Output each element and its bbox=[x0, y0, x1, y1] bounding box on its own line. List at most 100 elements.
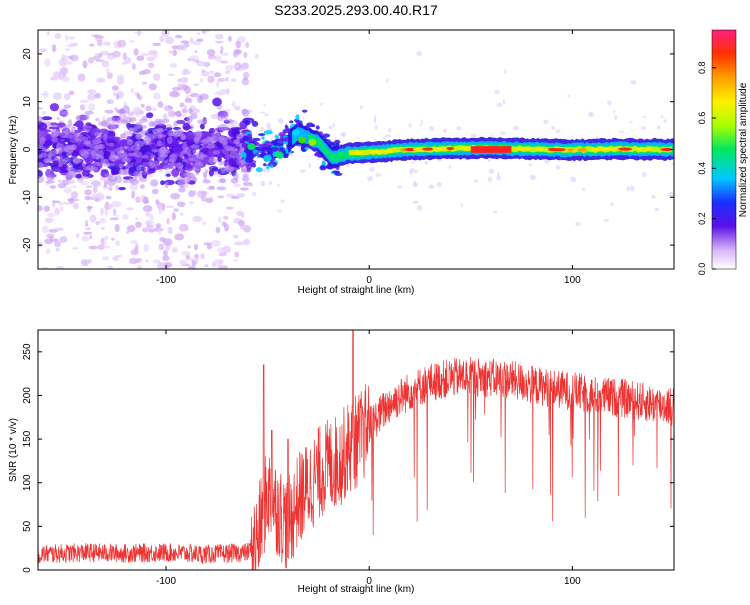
band-blob bbox=[261, 146, 270, 152]
band-blob bbox=[67, 118, 73, 127]
noise-blob bbox=[142, 205, 153, 213]
band-blob bbox=[133, 170, 140, 178]
band-blob bbox=[179, 152, 184, 158]
noise-blob bbox=[374, 125, 378, 130]
noise-blob bbox=[179, 259, 187, 266]
band-blob bbox=[43, 140, 53, 147]
band-blob bbox=[151, 148, 161, 153]
noise-blob bbox=[660, 115, 664, 119]
noise-blob bbox=[145, 105, 152, 112]
band-blob bbox=[230, 195, 240, 200]
noise-blob bbox=[93, 34, 101, 38]
noise-blob bbox=[112, 256, 119, 261]
band-blob bbox=[52, 160, 60, 165]
y-tick-label: -10 bbox=[22, 190, 33, 205]
band-blob bbox=[225, 154, 232, 160]
band-blob bbox=[150, 154, 156, 159]
band-blob bbox=[132, 151, 143, 158]
band-blob bbox=[110, 151, 116, 157]
noise-blob bbox=[224, 70, 231, 75]
band-blob bbox=[193, 136, 200, 145]
noise-blob bbox=[373, 115, 376, 120]
noise-blob bbox=[201, 69, 205, 73]
noise-blob bbox=[146, 56, 155, 62]
noise-blob bbox=[529, 174, 536, 181]
band-blob bbox=[109, 167, 122, 171]
bottom-y-ticks: 0 50 100 150 200 250 bbox=[22, 343, 674, 573]
noise-blob bbox=[201, 221, 207, 225]
band-blob bbox=[219, 177, 226, 184]
noise-blob bbox=[81, 235, 89, 242]
noise-blob bbox=[91, 193, 98, 200]
band-blob bbox=[289, 120, 294, 124]
y-tick-label: 50 bbox=[22, 520, 33, 532]
band-blob bbox=[98, 150, 104, 158]
noise-blob bbox=[89, 214, 97, 223]
noise-blob bbox=[148, 225, 153, 231]
noise-blob bbox=[59, 205, 64, 212]
band-blob bbox=[334, 139, 341, 144]
ridge-peak bbox=[370, 150, 383, 154]
noise-blob bbox=[386, 78, 389, 83]
noise-blob bbox=[63, 187, 72, 194]
band-blob bbox=[244, 119, 251, 126]
band-blob bbox=[128, 177, 135, 183]
band-blob bbox=[251, 163, 257, 168]
band-blob bbox=[86, 125, 93, 129]
ridge-peak bbox=[292, 129, 301, 137]
band-blob bbox=[200, 152, 205, 161]
noise-blob bbox=[260, 126, 264, 133]
band-blob bbox=[140, 129, 149, 134]
noise-blob bbox=[663, 119, 668, 123]
noise-blob bbox=[126, 230, 130, 234]
noise-blob bbox=[234, 105, 241, 111]
noise-blob bbox=[207, 54, 216, 60]
noise-blob bbox=[135, 221, 142, 228]
noise-blob bbox=[84, 189, 92, 196]
colorbar-gradient bbox=[711, 29, 737, 270]
band-blob bbox=[190, 157, 199, 162]
band-blob bbox=[50, 130, 60, 135]
band-blob bbox=[169, 165, 177, 169]
noise-blob bbox=[108, 186, 113, 192]
noise-blob bbox=[373, 118, 377, 124]
band-blob bbox=[107, 123, 118, 131]
noise-blob bbox=[225, 206, 234, 210]
band-blob bbox=[252, 149, 259, 154]
noise-blob bbox=[51, 44, 57, 53]
noise-blob bbox=[79, 99, 90, 104]
band-blob bbox=[53, 155, 63, 161]
noise-blob bbox=[491, 134, 494, 138]
band-blob bbox=[235, 133, 244, 140]
noise-blob bbox=[56, 117, 60, 120]
noise-blob bbox=[641, 126, 646, 130]
noise-blob bbox=[103, 203, 113, 210]
band-blob bbox=[301, 109, 308, 113]
band-blob bbox=[126, 138, 134, 146]
band-blob bbox=[176, 162, 184, 169]
noise-blob bbox=[217, 77, 226, 82]
noise-blob bbox=[442, 128, 447, 134]
noise-blob bbox=[114, 254, 123, 258]
noise-blob bbox=[102, 241, 107, 246]
band-blob bbox=[183, 172, 194, 178]
band-blob bbox=[202, 171, 207, 178]
noise-blob bbox=[58, 202, 64, 206]
x-tick-label: 0 bbox=[366, 576, 372, 587]
noise-blob bbox=[87, 258, 93, 264]
noise-blob bbox=[212, 259, 223, 267]
noise-blob bbox=[64, 93, 71, 101]
noise-blob bbox=[197, 32, 201, 35]
noise-blob bbox=[54, 33, 62, 39]
band-blob bbox=[245, 154, 254, 161]
noise-blob bbox=[131, 190, 136, 199]
colorbar-ticks: 0.0 0.2 0.4 0.6 0.8 bbox=[697, 61, 716, 275]
noise-blob bbox=[161, 30, 170, 38]
noise-blob bbox=[126, 207, 134, 211]
noise-blob bbox=[136, 55, 145, 61]
noise-blob bbox=[504, 69, 507, 75]
band-blob bbox=[105, 195, 112, 200]
noise-blob bbox=[124, 56, 132, 64]
colorbar-tick-label: 0.4 bbox=[697, 162, 707, 175]
band-blob bbox=[211, 167, 219, 172]
